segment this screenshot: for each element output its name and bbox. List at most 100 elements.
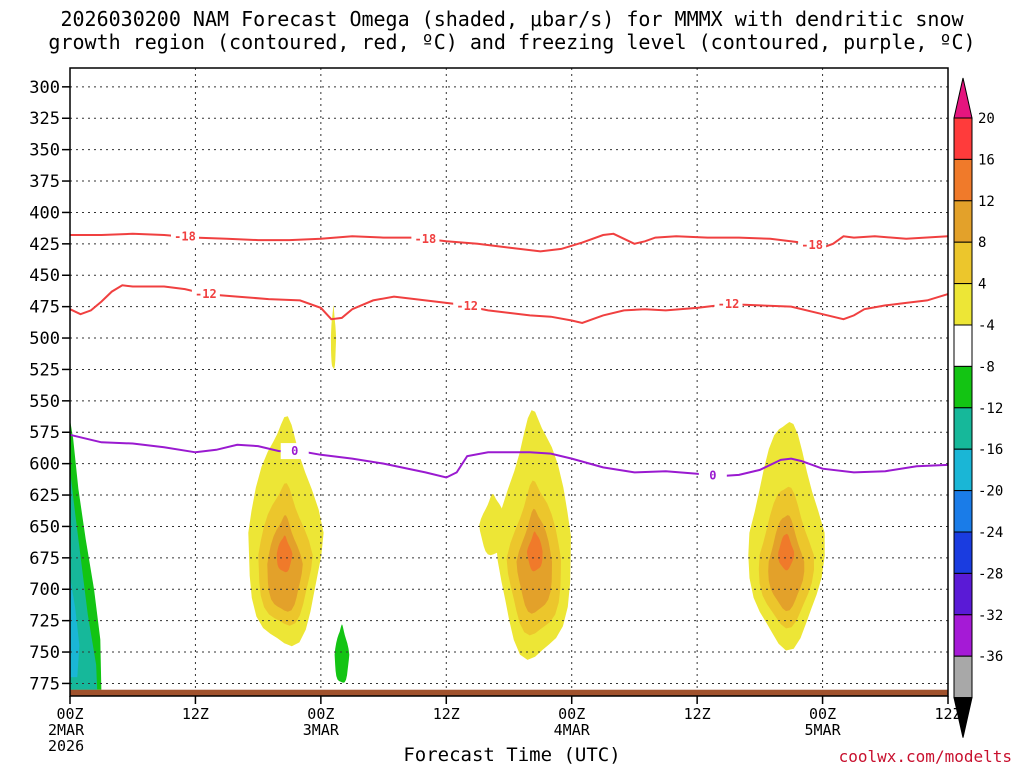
contour-label--18-0: -18 bbox=[174, 230, 196, 244]
colorbar-segment-9 bbox=[953, 490, 973, 533]
colorbar-label-8: -16 bbox=[978, 442, 1003, 458]
colorbar-label-9: -20 bbox=[978, 484, 1003, 500]
colorbar-label-5: -4 bbox=[978, 318, 995, 334]
omega-neg-small-cell bbox=[334, 624, 350, 683]
colorbar-segment-8 bbox=[953, 448, 973, 492]
contour-label-bg--18-2 bbox=[798, 237, 827, 254]
y-tick-label-300: 300 bbox=[29, 78, 60, 98]
y-tick-label-425: 425 bbox=[29, 235, 60, 255]
y-tick-label-450: 450 bbox=[29, 266, 60, 286]
contour-label-0-1: 0 bbox=[709, 469, 716, 483]
contour-0 bbox=[69, 433, 949, 479]
contour-label-bg-0-0 bbox=[280, 443, 309, 460]
x-tick-label-72-1: 5MAR bbox=[805, 721, 842, 739]
y-tick-label-475: 475 bbox=[29, 298, 60, 318]
colorbar-label-13: -36 bbox=[978, 649, 1003, 665]
colorbar-segment-3 bbox=[953, 241, 973, 285]
colorbar: 20 16 12 8 4 -4 -8 -12 -16 -20 -24 -28 -32 -36 bbox=[953, 77, 1003, 738]
y-tick-label-575: 575 bbox=[29, 423, 60, 443]
x-tick-label-36-0: 12Z bbox=[433, 705, 460, 723]
colorbar-segment-4 bbox=[953, 283, 973, 326]
contour-label-bg--12-2 bbox=[714, 296, 743, 313]
credit-link[interactable]: coolwx.com/modelts bbox=[838, 747, 1012, 766]
ground-bar bbox=[70, 689, 948, 696]
x-tick-label-0-2: 2026 bbox=[48, 737, 84, 755]
x-tick-label-72-0: 00Z bbox=[809, 705, 836, 723]
y-tick-label-625: 625 bbox=[29, 486, 60, 506]
contour-label-bg--12-1 bbox=[453, 298, 482, 315]
omega-shading bbox=[70, 305, 825, 690]
y-axis: 300 325 350 375 400 425 450 475 500 525 550 575 600 6… bbox=[29, 78, 70, 694]
x-tick-label-0-0: 00Z bbox=[56, 705, 83, 723]
contour-label--18-1: -18 bbox=[415, 232, 437, 246]
colorbar-label-11: -28 bbox=[978, 566, 1003, 582]
y-tick-label-525: 525 bbox=[29, 360, 60, 380]
x-tick-label-48-1: 4MAR bbox=[554, 721, 591, 739]
y-tick-label-325: 325 bbox=[29, 109, 60, 129]
colorbar-segment-13 bbox=[953, 655, 973, 699]
x-tick-label-12-0: 12Z bbox=[182, 705, 209, 723]
y-tick-label-675: 675 bbox=[29, 549, 60, 569]
colorbar-segment-0 bbox=[953, 117, 973, 160]
x-tick-label-24-0: 00Z bbox=[307, 705, 334, 723]
colorbar-label-6: -8 bbox=[978, 359, 995, 375]
colorbar-segment-7 bbox=[953, 407, 973, 450]
omega-cell-1-16 bbox=[276, 535, 293, 573]
y-tick-label-550: 550 bbox=[29, 392, 60, 412]
contour-label-0-0: 0 bbox=[291, 444, 298, 458]
colorbar-label-2: 12 bbox=[978, 194, 995, 210]
x-tick-label-24-1: 3MAR bbox=[303, 721, 340, 739]
contour-label--12-2: -12 bbox=[718, 297, 740, 311]
plot-frame bbox=[69, 67, 949, 697]
ground-surface bbox=[70, 689, 948, 696]
x-tick-label-48-0: 00Z bbox=[558, 705, 585, 723]
omega-cell-3-16 bbox=[778, 533, 795, 571]
y-tick-label-775: 775 bbox=[29, 674, 60, 694]
colorbar-segment-6 bbox=[953, 365, 973, 409]
chart-title: 2026030200 NAM Forecast Omega (shaded, μ… bbox=[0, 8, 1024, 54]
colorbar-label-12: -32 bbox=[978, 608, 1003, 624]
colorbar-bottom-arrow bbox=[953, 697, 973, 738]
y-tick-label-375: 375 bbox=[29, 172, 60, 192]
colorbar-segment-5 bbox=[953, 324, 973, 367]
contour-label-bg--18-0 bbox=[170, 228, 199, 245]
x-tick-label-0-1: 2MAR bbox=[48, 721, 85, 739]
colorbar-segment-10 bbox=[953, 531, 973, 574]
x-tick-label-60-0: 12Z bbox=[684, 705, 711, 723]
contour-label-bg-0-1 bbox=[698, 467, 727, 484]
colorbar-label-10: -24 bbox=[978, 525, 1003, 541]
colorbar-label-4: 4 bbox=[978, 277, 986, 293]
contour-lines: -18 -18 -18 -12 -12 -12 0 0 bbox=[69, 228, 949, 484]
x-tick-label-84-0: 12Z bbox=[934, 705, 961, 723]
contour-label-bg--12-0 bbox=[191, 286, 220, 303]
y-tick-label-500: 500 bbox=[29, 329, 60, 349]
contour-label--12-1: -12 bbox=[456, 299, 478, 313]
y-tick-label-650: 650 bbox=[29, 517, 60, 537]
y-tick-label-350: 350 bbox=[29, 141, 60, 161]
colorbar-segment-1 bbox=[953, 158, 973, 202]
colorbar-segment-2 bbox=[953, 200, 973, 243]
colorbar-top-arrow bbox=[953, 77, 973, 119]
colorbar-segment-12 bbox=[953, 614, 973, 657]
omega-thin-cell bbox=[330, 305, 337, 369]
y-tick-label-600: 600 bbox=[29, 455, 60, 475]
contour--12 bbox=[69, 284, 949, 325]
contour-label-bg--18-1 bbox=[411, 230, 440, 247]
title-line-2: growth region (contoured, red, ºC) and f… bbox=[48, 30, 976, 54]
colorbar-label-1: 16 bbox=[978, 152, 995, 168]
colorbar-segment-11 bbox=[953, 572, 973, 616]
colorbar-label-3: 8 bbox=[978, 235, 986, 251]
x-axis-label: Forecast Time (UTC) bbox=[403, 744, 621, 766]
contour-label--12-0: -12 bbox=[195, 287, 217, 301]
y-tick-label-700: 700 bbox=[29, 580, 60, 600]
y-tick-label-750: 750 bbox=[29, 643, 60, 663]
title-line-1: 2026030200 NAM Forecast Omega (shaded, μ… bbox=[60, 7, 964, 31]
omega-cell-2-16 bbox=[526, 531, 543, 572]
y-tick-label-725: 725 bbox=[29, 612, 60, 632]
colorbar-label-7: -12 bbox=[978, 401, 1003, 417]
y-tick-label-400: 400 bbox=[29, 203, 60, 223]
omega-small-cell bbox=[479, 494, 507, 556]
contour-label--18-2: -18 bbox=[801, 238, 823, 252]
